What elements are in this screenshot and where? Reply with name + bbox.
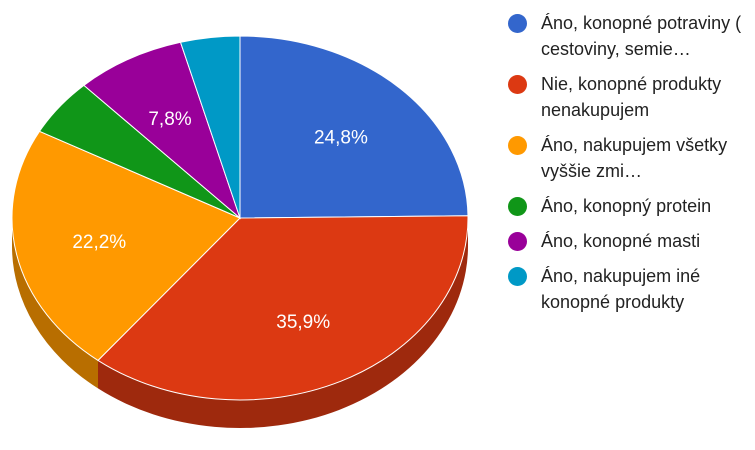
pie-labels: 24,8% 35,9% 22,2% 7,8%	[72, 109, 368, 333]
slice-value-label: 22,2%	[72, 232, 126, 253]
pie-slice-0	[239, 35, 469, 219]
legend-swatch	[508, 14, 527, 33]
slice-value-label: 35,9%	[276, 312, 330, 333]
legend-label: Áno, nakupujem všetky vyššie zmi…	[541, 135, 728, 181]
pie-side	[12, 218, 468, 429]
legend-swatch	[508, 197, 527, 216]
legend-swatch	[508, 75, 527, 94]
slice-value-label: 7,8%	[148, 109, 191, 130]
pie-top	[11, 35, 469, 401]
legend-swatch	[508, 232, 527, 251]
pie-chart: 24,8% 35,9% 22,2% 7,8%	[11, 35, 469, 429]
pie-slice-5	[179, 35, 241, 219]
legend-label: Áno, konopné potraviny ( cestoviny, semi…	[541, 13, 742, 59]
legend-item: Áno, konopné potraviny ( cestoviny, semi…	[508, 10, 753, 62]
legend-swatch	[508, 136, 527, 155]
slice-value-label: 24,8%	[314, 127, 368, 148]
pie-slice-2	[11, 130, 241, 362]
legend-swatch	[508, 267, 527, 286]
legend-item: Áno, nakupujem iné konopné produkty	[508, 263, 753, 315]
pie-side-1	[98, 218, 468, 429]
legend-item: Nie, konopné produkty nenakupujem	[508, 71, 753, 123]
legend-item: Áno, nakupujem všetky vyššie zmi…	[508, 132, 753, 184]
legend-label: Áno, konopné masti	[541, 231, 701, 251]
legend: Áno, konopné potraviny ( cestoviny, semi…	[508, 10, 753, 324]
pie-side-2	[12, 218, 99, 389]
legend-label: Áno, nakupujem iné konopné produkty	[541, 266, 701, 312]
legend-item: Áno, konopný protein	[508, 193, 753, 219]
legend-label: Nie, konopné produkty nenakupujem	[541, 74, 722, 120]
legend-item: Áno, konopné masti	[508, 228, 753, 254]
legend-label: Áno, konopný protein	[541, 196, 712, 216]
pie-slice-4	[83, 41, 242, 220]
pie-slice-1	[97, 215, 469, 401]
